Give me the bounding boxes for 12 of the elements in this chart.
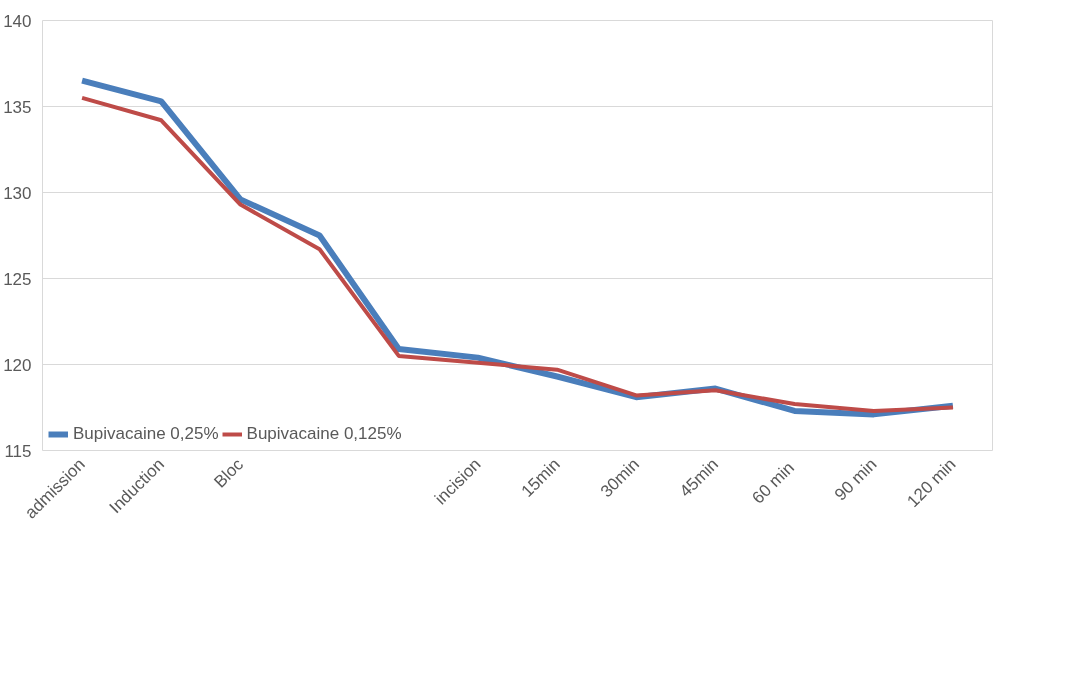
x-tick-label: Bloc	[210, 454, 248, 492]
y-tick-label: 140	[3, 11, 32, 31]
legend-label: Bupivacaine 0,25%	[73, 424, 219, 444]
legend-label: Bupivacaine 0,125%	[246, 424, 402, 444]
y-tick-label: 125	[3, 269, 32, 289]
y-tick-label: 120	[3, 355, 32, 375]
x-tick-label: 120 min	[903, 454, 960, 511]
y-tick-label: 135	[3, 97, 32, 117]
y-tick-label: 130	[3, 183, 32, 203]
x-tick-label: 90 min	[830, 454, 881, 505]
x-tick-label: 60 min	[748, 458, 798, 508]
y-tick-label: 115	[4, 441, 32, 461]
